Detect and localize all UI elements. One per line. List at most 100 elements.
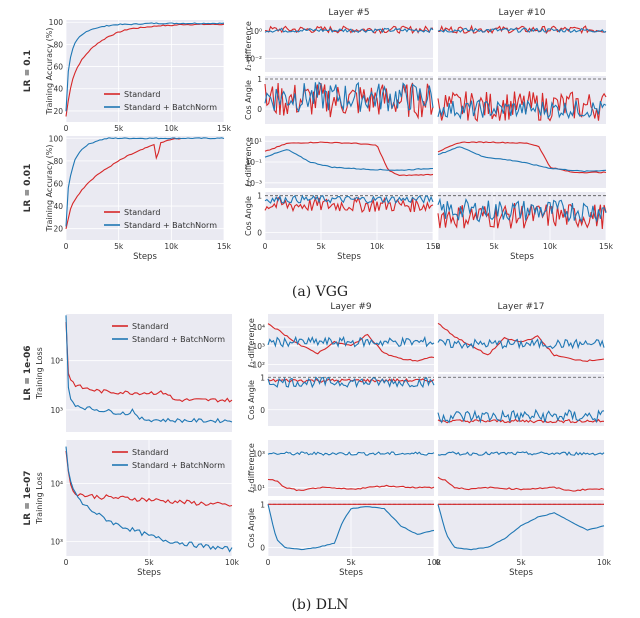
x-tick-label: 5k (316, 242, 326, 251)
series-line-standard (437, 24, 607, 35)
x-tick-label: 5k (516, 558, 526, 567)
chart-dln-l17-cos-lr1e6 (437, 374, 605, 426)
y-tick-label: 10⁴ (50, 357, 63, 366)
y-tick-label: 10² (252, 361, 265, 370)
y-axis-label: ℓ₂-difference (244, 21, 253, 72)
series-line-standard (264, 25, 434, 35)
legend-entry: Standard + BatchNorm (124, 103, 217, 112)
y-tick-label: 10³ (252, 342, 265, 351)
series-line-standard (264, 141, 434, 177)
series-line-batchnorm (264, 81, 434, 113)
y-tick-label: 10¹ (249, 137, 262, 146)
y-tick-label: 80 (53, 157, 63, 166)
y-axis-label: ℓ₂-difference (247, 318, 256, 369)
chart-dln-l9-l2-lr1e7 (267, 440, 435, 496)
series-line-standard (437, 91, 607, 123)
x-tick-label: 15k (426, 242, 441, 251)
chart-vgg-l5-cos-lr01 (264, 76, 434, 124)
panel-title: Layer #10 (499, 8, 546, 18)
legend-entry: Standard + BatchNorm (124, 221, 217, 230)
plot-area (268, 440, 434, 496)
chart-vgg-l5-cos-lr001 (264, 192, 434, 240)
y-tick-label: 0 (260, 543, 265, 552)
y-tick-label: 1 (257, 192, 262, 201)
chart-vgg-l10-cos-lr01 (437, 76, 607, 124)
series-line-batchnorm (437, 27, 607, 33)
y-tick-label: 0 (257, 229, 262, 238)
y-tick-label: 20 (53, 107, 63, 116)
x-tick-label: 5k (489, 242, 499, 251)
series-line-batchnorm (437, 197, 607, 223)
row-label: LR = 0.1 (23, 50, 33, 92)
panel-title: Layer #9 (330, 302, 371, 312)
series-line-batchnorm (264, 194, 434, 204)
x-axis-label: Steps (137, 568, 161, 578)
x-tick-label: 0 (64, 124, 69, 133)
y-axis-label: Training Loss (35, 347, 44, 400)
x-tick-label: 5k (144, 558, 154, 567)
caption-dln: (b) DLN (291, 597, 349, 613)
x-tick-label: 15k (599, 242, 614, 251)
x-tick-label: 15k (217, 124, 232, 133)
y-tick-label: 10⁴ (252, 323, 265, 332)
x-tick-label: 0 (436, 558, 441, 567)
y-tick-label: 10³ (252, 450, 265, 459)
series-line-standard (437, 418, 604, 424)
series-line-standard (437, 476, 605, 492)
y-tick-label: 20 (53, 225, 63, 234)
y-tick-label: 0 (260, 406, 265, 415)
y-tick-label: 0 (257, 105, 262, 114)
series-line-standard (437, 203, 607, 229)
x-tick-label: 10k (225, 558, 240, 567)
chart-dln-l17-cos-lr1e7 (437, 500, 605, 556)
chart-dln-l9-l2-lr1e6 (267, 314, 435, 372)
x-tick-label: 0 (436, 242, 441, 251)
x-tick-label: 10k (370, 242, 385, 251)
plot-area (438, 20, 606, 72)
series-line-standard (65, 321, 233, 403)
y-tick-label: 60 (53, 179, 63, 188)
legend-entry: Standard (132, 448, 168, 457)
row-label: LR = 1e-07 (23, 470, 33, 525)
y-tick-label: 10⁻³ (245, 179, 262, 188)
panel-title: Layer #5 (328, 8, 369, 18)
x-axis-label: Steps (510, 252, 534, 262)
y-axis-label: Training Loss (35, 472, 44, 525)
x-tick-label: 10k (427, 558, 442, 567)
x-tick-label: 5k (114, 242, 124, 251)
series-line-batchnorm (437, 146, 607, 173)
chart-dln-l9-cos-lr1e7 (267, 500, 435, 556)
plot-area (268, 374, 434, 426)
y-tick-label: 10³ (50, 406, 63, 415)
series-line-batchnorm (437, 408, 605, 424)
y-tick-label: 10⁰ (249, 27, 262, 36)
plot-area (66, 20, 224, 122)
y-axis-label: Training Accuracy (%) (45, 144, 54, 232)
series-line-standard (437, 141, 607, 174)
series-line-batchnorm (437, 504, 605, 551)
x-axis-label: Steps (133, 252, 157, 262)
series-line-batchnorm (65, 315, 233, 424)
legend-entry: Standard (124, 208, 160, 217)
chart-dln-l17-l2-lr1e6 (437, 314, 605, 372)
x-tick-label: 0 (64, 242, 69, 251)
y-axis-label: Cos Angle (247, 380, 256, 420)
x-tick-label: 10k (164, 124, 179, 133)
chart-vgg-l10-l2-lr001 (437, 136, 607, 188)
chart-dln-lr1e6-loss (65, 314, 233, 432)
x-tick-label: 15k (217, 242, 232, 251)
chart-vgg-l10-cos-lr001 (437, 192, 607, 240)
y-tick-label: 40 (53, 202, 63, 211)
chart-vgg-l10-l2-lr01 (437, 20, 607, 72)
plot-area (66, 136, 224, 240)
series-line-batchnorm (267, 451, 435, 456)
y-axis-label: Cos Angle (244, 80, 253, 120)
chart-vgg-l5-l2-lr001 (264, 136, 434, 188)
series-line-standard (264, 196, 434, 213)
x-axis-label: Steps (339, 568, 363, 578)
y-tick-label: 1 (260, 373, 265, 382)
x-tick-label: 5k (346, 558, 356, 567)
y-tick-label: 10⁻² (245, 54, 262, 63)
y-axis-label: ℓ₂-difference (247, 443, 256, 494)
